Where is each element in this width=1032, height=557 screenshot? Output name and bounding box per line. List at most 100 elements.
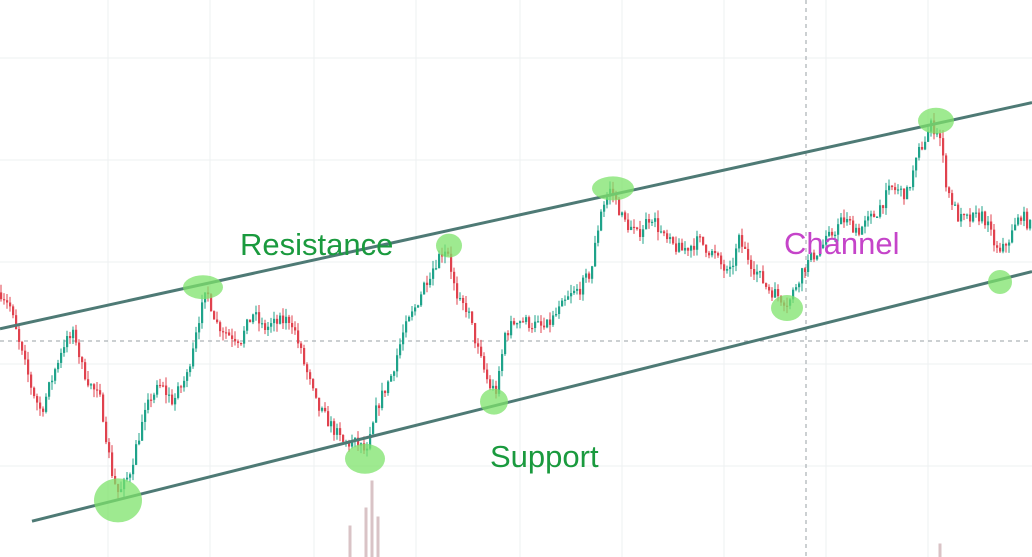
candle-down — [714, 250, 717, 254]
candle-down — [102, 394, 105, 422]
candle-down — [480, 346, 483, 357]
candle-up — [273, 318, 276, 324]
candle-up — [420, 294, 423, 306]
volume-bar — [370, 480, 374, 557]
candle-down — [522, 321, 525, 323]
candle-down — [633, 226, 636, 229]
candle-down — [588, 273, 591, 279]
candle-up — [900, 188, 903, 190]
support-line — [31, 270, 1032, 523]
candle-down — [324, 407, 327, 412]
candle-down — [813, 252, 816, 260]
candle-down — [75, 329, 78, 343]
candle-down — [36, 396, 39, 403]
channel-lines — [0, 101, 1032, 523]
candle-down — [81, 357, 84, 363]
candle-down — [342, 434, 345, 442]
candle-up — [573, 290, 576, 294]
candle-down — [84, 362, 87, 380]
candle-up — [132, 464, 135, 475]
candle-down — [9, 302, 12, 307]
candle-up — [924, 141, 927, 150]
candle-down — [309, 372, 312, 380]
candle-up — [351, 441, 354, 447]
resistance-touch-marker — [436, 233, 462, 258]
candle-up — [855, 227, 858, 233]
candle-down — [1026, 211, 1029, 229]
candle-up — [987, 221, 990, 226]
candle-down — [717, 253, 720, 256]
candle-up — [555, 314, 558, 316]
candle-up — [429, 278, 432, 286]
candle-up — [519, 321, 522, 324]
candle-down — [294, 327, 297, 331]
candle-up — [393, 371, 396, 376]
candle-down — [18, 329, 21, 342]
candle-up — [561, 300, 564, 307]
candle-down — [624, 212, 627, 220]
candle-up — [822, 244, 825, 249]
candle-down — [288, 316, 291, 324]
candle-down — [741, 235, 744, 247]
candle-up — [876, 216, 879, 219]
candle-up — [897, 189, 900, 191]
candle-down — [33, 387, 36, 397]
candle-down — [300, 343, 303, 349]
candle-up — [138, 440, 141, 445]
support-touch-marker — [988, 270, 1012, 294]
candle-down — [483, 356, 486, 370]
candle-down — [675, 243, 678, 252]
candle-down — [990, 221, 993, 230]
support-touch-marker — [480, 388, 508, 415]
candle-up — [417, 305, 420, 308]
candle-up — [867, 216, 870, 221]
candle-up — [525, 317, 528, 322]
candle-up — [654, 218, 657, 222]
candle-down — [333, 421, 336, 435]
candle-down — [456, 283, 459, 299]
candle-down — [213, 311, 216, 320]
candle-down — [219, 322, 222, 332]
candle-up — [168, 394, 171, 396]
candle-down — [24, 350, 27, 360]
candle-up — [885, 190, 888, 209]
candle-down — [162, 385, 165, 387]
candle-up — [1002, 243, 1005, 252]
candle-up — [864, 220, 867, 227]
candle-up — [174, 397, 177, 405]
candle-up — [870, 213, 873, 217]
candle-down — [357, 437, 360, 446]
candle-up — [600, 211, 603, 231]
candle-up — [834, 234, 837, 236]
candle-up — [267, 326, 270, 330]
candle-down — [744, 246, 747, 249]
candle-up — [981, 211, 984, 222]
candle-up — [402, 332, 405, 345]
candle-up — [381, 390, 384, 409]
resistance-line — [0, 101, 1032, 331]
candle-down — [477, 343, 480, 347]
candle-up — [810, 252, 813, 261]
support-touch-marker — [771, 295, 803, 321]
volume-bar — [376, 516, 380, 557]
candle-down — [768, 286, 771, 291]
candle-down — [996, 245, 999, 248]
candle-down — [12, 306, 15, 316]
candle-up — [909, 187, 912, 189]
candle-up — [756, 271, 759, 275]
candle-down — [78, 342, 81, 358]
candle-up — [534, 321, 537, 329]
candle-down — [297, 330, 300, 344]
candle-up — [144, 409, 147, 422]
candle-down — [249, 319, 252, 323]
candle-up — [468, 311, 471, 313]
candle-down — [96, 389, 99, 391]
candle-down — [306, 364, 309, 373]
candle-down — [150, 399, 153, 401]
candle-up — [411, 311, 414, 317]
candle-up — [153, 394, 156, 400]
candle-up — [408, 316, 411, 322]
candle-down — [210, 294, 213, 312]
candle-up — [1008, 242, 1011, 246]
candle-down — [222, 331, 225, 333]
